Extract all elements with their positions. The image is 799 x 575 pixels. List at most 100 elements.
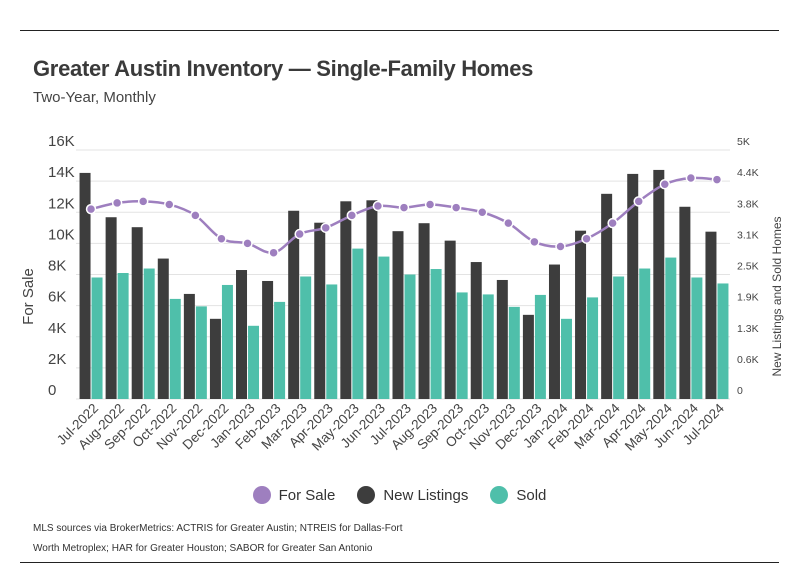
legend-item-sold: Sold [490, 486, 546, 504]
new-listings-bar [105, 217, 117, 399]
for-sale-point [242, 238, 253, 249]
sold-bar [482, 294, 494, 399]
y2-tick-label: 4.4K [737, 167, 759, 179]
sold-bar [378, 256, 390, 399]
y-tick-label: 10K [48, 226, 75, 243]
y2-tick-label: 0 [737, 385, 743, 397]
y2-tick-label: 1.9K [737, 292, 759, 304]
sold-bar [248, 325, 260, 399]
for-sale-point [85, 203, 97, 215]
footnote-line-2: Worth Metroplex; HAR for Greater Houston… [33, 543, 373, 554]
for-sale-point [111, 197, 123, 209]
sold-bar [456, 292, 468, 399]
y-tick-label: 4K [48, 320, 66, 337]
legend-item-for-sale: For Sale [252, 486, 336, 504]
new-listings-bar [314, 222, 326, 399]
new-listings-bar [679, 206, 691, 399]
new-listings-bar [236, 270, 248, 399]
chart-title: Greater Austin Inventory — Single-Family… [33, 56, 534, 81]
for-sale-point [164, 199, 175, 210]
sold-bar [587, 297, 599, 399]
sold-bar [91, 277, 103, 399]
legend-label-new-listings: New Listings [383, 486, 469, 504]
y2-tick-label: 0.6K [737, 354, 759, 366]
new-listings-bar [601, 193, 613, 399]
for-sale-point [398, 202, 410, 213]
for-sale-point [190, 210, 201, 221]
sold-bar [691, 277, 703, 399]
y-tick-label: 6K [48, 289, 66, 306]
for-sale-point [346, 210, 358, 221]
for-sale-point [711, 174, 723, 185]
sold-bar [143, 268, 155, 399]
new-listings-swatch-icon [357, 486, 376, 504]
new-listings-bar [288, 210, 300, 399]
new-listings-bar [522, 314, 534, 399]
new-listings-bar [444, 240, 456, 399]
sold-bar [169, 298, 181, 399]
y2-tick-label: 5K [737, 136, 750, 148]
chart-subtitle: Two-Year, Monthly [33, 89, 156, 106]
sold-bar [326, 284, 338, 399]
for-sale-point [294, 228, 305, 240]
y-tick-label: 8K [48, 258, 66, 275]
for-sale-line [90, 176, 718, 255]
bottom-rule [20, 562, 779, 563]
sold-bar [274, 301, 286, 399]
sold-bar [534, 294, 546, 399]
new-listings-bar [548, 264, 560, 399]
new-listings-bar [131, 227, 143, 399]
new-listings-bar [366, 200, 378, 399]
sold-swatch-icon [490, 486, 509, 504]
y-tick-label: 14K [48, 164, 75, 181]
new-listings-bar [157, 258, 169, 399]
new-listings-bar [496, 279, 508, 399]
for-sale-point [137, 196, 149, 207]
y2-tick-label: 1.3K [737, 323, 759, 335]
legend-item-new-listings: New Listings [357, 486, 468, 504]
sold-bar [300, 276, 312, 399]
y-axis-title: For Sale [20, 268, 37, 325]
y2-tick-label: 2.5K [737, 261, 759, 273]
y2-tick-label: 3.8K [737, 198, 759, 210]
for-sale-point [268, 247, 279, 258]
for-sale-point [424, 199, 436, 210]
sold-bar [560, 318, 572, 399]
sold-bar [639, 268, 651, 399]
for-sale-point [633, 196, 644, 207]
new-listings-bar [627, 173, 639, 399]
new-listings-bar [705, 231, 717, 399]
new-listings-bar [262, 280, 274, 399]
sold-bar [221, 284, 233, 399]
new-listings-bar [418, 223, 430, 399]
sold-bar [404, 274, 416, 399]
new-listings-bar [79, 172, 91, 399]
new-listings-bar [209, 318, 221, 399]
sold-bar [613, 276, 625, 399]
sold-bar [195, 306, 207, 399]
y-tick-label: 12K [48, 195, 75, 212]
for-sale-point [685, 172, 697, 184]
top-rule [20, 30, 779, 31]
for-sale-point [659, 178, 671, 190]
y-tick-label: 2K [48, 351, 66, 368]
sold-bar [717, 283, 729, 399]
for-sale-point [581, 233, 592, 244]
for-sale-point [216, 233, 227, 244]
new-listings-bar [575, 230, 587, 399]
for-sale-point [450, 202, 462, 213]
for-sale-point [476, 207, 488, 218]
for-sale-point [555, 241, 566, 252]
new-listings-bar [653, 169, 665, 399]
for-sale-swatch-icon [252, 486, 271, 504]
y2-axis-title: New Listings and Sold Homes [770, 216, 784, 376]
sold-bar [352, 248, 364, 399]
y2-tick-label: 3.1K [737, 229, 759, 241]
legend-label-for-sale: For Sale [278, 486, 336, 504]
new-listings-bar [340, 201, 352, 399]
new-listings-bar [183, 293, 195, 399]
for-sale-point [503, 217, 514, 229]
for-sale-point [320, 222, 332, 234]
sold-bar [665, 257, 677, 399]
legend-label-sold: Sold [516, 486, 547, 504]
